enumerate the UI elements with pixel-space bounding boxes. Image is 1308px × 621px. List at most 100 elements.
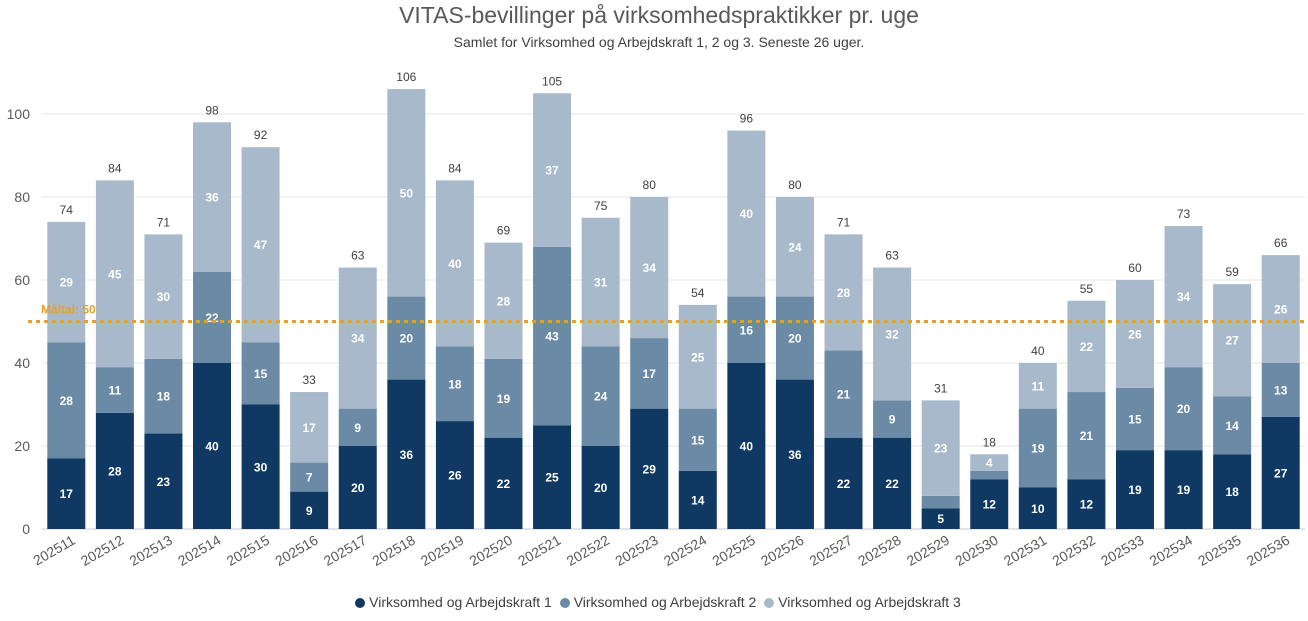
- bar-value-label-202536-series-1: 27: [1274, 466, 1288, 480]
- bar-segment-202523-series-3: [630, 197, 669, 339]
- bar-total-label-202534: 73: [1177, 207, 1191, 221]
- bar-total-label-202531: 40: [1031, 344, 1045, 358]
- x-tick-label-202533: 202533: [1098, 532, 1147, 569]
- bar-segment-202515-series-3: [241, 147, 280, 343]
- bar-segment-202517-series-2: [338, 408, 377, 446]
- target-line-label: Måltal: 50: [41, 303, 96, 317]
- bar-segment-202515-series-2: [241, 342, 280, 405]
- bar-value-label-202526-series-2: 20: [788, 332, 802, 346]
- bar-total-label-202528: 63: [885, 249, 899, 263]
- bar-value-label-202530-series-3: 4: [986, 456, 993, 470]
- bar-value-label-202529-series-1: 5: [937, 512, 944, 526]
- bar-value-label-202527-series-2: 21: [837, 388, 851, 402]
- bar-segment-202522-series-1: [581, 446, 620, 529]
- bar-segment-202513-series-2: [144, 358, 183, 434]
- bar-segment-202514-series-1: [193, 363, 232, 529]
- bar-total-label-202520: 69: [497, 224, 511, 238]
- bar-segment-202533-series-2: [1115, 387, 1154, 451]
- bar-value-label-202524-series-1: 14: [691, 493, 705, 507]
- bar-value-label-202518-series-2: 20: [400, 332, 414, 346]
- x-tick-label-202536: 202536: [1244, 532, 1293, 569]
- bar-value-label-202535-series-1: 18: [1225, 485, 1239, 499]
- bar-value-label-202530-series-1: 12: [983, 498, 997, 512]
- bar-value-label-202536-series-2: 13: [1274, 383, 1288, 397]
- bar-segment-202526-series-3: [775, 197, 814, 297]
- bar-segment-202513-series-3: [144, 234, 183, 359]
- bar-segment-202533-series-1: [1115, 450, 1154, 529]
- y-tick-label-5: 100: [7, 106, 31, 122]
- bar-value-label-202521-series-3: 37: [545, 164, 559, 178]
- bar-segment-202513-series-1: [144, 433, 183, 529]
- bar-total-label-202522: 75: [594, 199, 608, 213]
- bar-total-label-202529: 31: [934, 381, 948, 395]
- bar-value-label-202516-series-3: 17: [302, 421, 316, 435]
- y-tick-label-2: 40: [14, 355, 30, 371]
- bar-segment-202528-series-1: [873, 437, 912, 529]
- bar-value-label-202529-series-3: 23: [934, 442, 948, 456]
- bar-value-label-202520-series-2: 19: [497, 392, 511, 406]
- x-tick-label-202517: 202517: [321, 532, 370, 569]
- bar-total-label-202519: 84: [448, 161, 462, 175]
- bar-segment-202536-series-3: [1261, 255, 1300, 363]
- bar-value-label-202531-series-1: 10: [1031, 502, 1045, 516]
- bar-value-label-202516-series-1: 9: [306, 504, 313, 518]
- bar-segment-202517-series-1: [338, 446, 377, 529]
- bar-segment-202525-series-1: [727, 363, 766, 529]
- bar-value-label-202533-series-1: 19: [1128, 483, 1142, 497]
- legend-item-series-3[interactable]: Virksomhed og Arbejdskraft 3: [764, 594, 961, 610]
- bar-segment-202530-series-3: [970, 454, 1009, 471]
- x-tick-label-202514: 202514: [175, 532, 224, 569]
- bar-total-label-202536: 66: [1274, 236, 1288, 250]
- legend-item-series-1[interactable]: Virksomhed og Arbejdskraft 1: [355, 594, 552, 610]
- bar-value-label-202532-series-1: 12: [1080, 498, 1094, 512]
- bar-segment-202528-series-2: [873, 400, 912, 438]
- bar-value-label-202517-series-1: 20: [351, 481, 365, 495]
- bar-segment-202523-series-1: [630, 408, 669, 529]
- bar-value-label-202519-series-3: 40: [448, 257, 462, 271]
- bar-total-label-202533: 60: [1128, 261, 1142, 275]
- bar-value-label-202512-series-2: 11: [109, 383, 122, 397]
- bar-segment-202524-series-1: [678, 470, 717, 529]
- bar-value-label-202526-series-3: 24: [788, 240, 802, 254]
- bar-segment-202524-series-2: [678, 408, 717, 471]
- bar-value-label-202531-series-3: 11: [1031, 379, 1044, 393]
- bar-value-label-202522-series-3: 31: [594, 276, 608, 290]
- bar-value-label-202514-series-1: 40: [205, 440, 219, 454]
- bar-value-label-202511-series-2: 28: [60, 394, 74, 408]
- x-tick-label-202530: 202530: [952, 532, 1001, 569]
- bar-segment-202520-series-2: [484, 358, 523, 438]
- bar-value-label-202515-series-3: 47: [254, 238, 268, 252]
- bar-segment-202529-series-1: [921, 508, 960, 529]
- bar-segment-202527-series-2: [824, 350, 863, 438]
- x-tick-label-202529: 202529: [904, 532, 953, 569]
- bar-value-label-202523-series-1: 29: [643, 462, 657, 476]
- bar-total-label-202535: 59: [1225, 265, 1239, 279]
- x-tick-label-202535: 202535: [1195, 532, 1244, 569]
- legend-item-series-2[interactable]: Virksomhed og Arbejdskraft 2: [559, 594, 756, 610]
- bar-value-label-202515-series-1: 30: [254, 460, 268, 474]
- bar-segment-202525-series-3: [727, 130, 766, 297]
- bar-value-label-202513-series-2: 18: [157, 390, 171, 404]
- bar-value-label-202513-series-3: 30: [157, 290, 171, 304]
- bar-value-label-202511-series-1: 17: [60, 487, 74, 501]
- chart-title: VITAS-bevillinger på virksomhedspraktikk…: [399, 2, 919, 28]
- x-tick-label-202524: 202524: [661, 532, 710, 569]
- bar-segment-202532-series-2: [1067, 392, 1106, 480]
- x-tick-label-202515: 202515: [224, 532, 273, 569]
- bar-total-label-202511: 74: [60, 203, 74, 217]
- bar-value-label-202528-series-1: 22: [885, 477, 899, 491]
- bar-value-label-202519-series-1: 26: [448, 469, 462, 483]
- chart-legend: Virksomhed og Arbejdskraft 1 Virksomhed …: [0, 594, 1308, 610]
- x-tick-label-202527: 202527: [807, 532, 856, 569]
- bar-segment-202525-series-2: [727, 296, 766, 363]
- bar-total-label-202532: 55: [1080, 282, 1094, 296]
- bar-value-label-202521-series-2: 43: [545, 330, 559, 344]
- bar-segment-202519-series-2: [435, 346, 474, 422]
- bar-value-label-202524-series-2: 15: [691, 433, 705, 447]
- legend-label-series-3: Virksomhed og Arbejdskraft 3: [778, 594, 961, 610]
- bar-segment-202527-series-1: [824, 437, 863, 529]
- x-tick-label-202534: 202534: [1147, 532, 1196, 569]
- x-tick-label-202511: 202511: [30, 532, 78, 569]
- bar-segment-202530-series-1: [970, 479, 1009, 529]
